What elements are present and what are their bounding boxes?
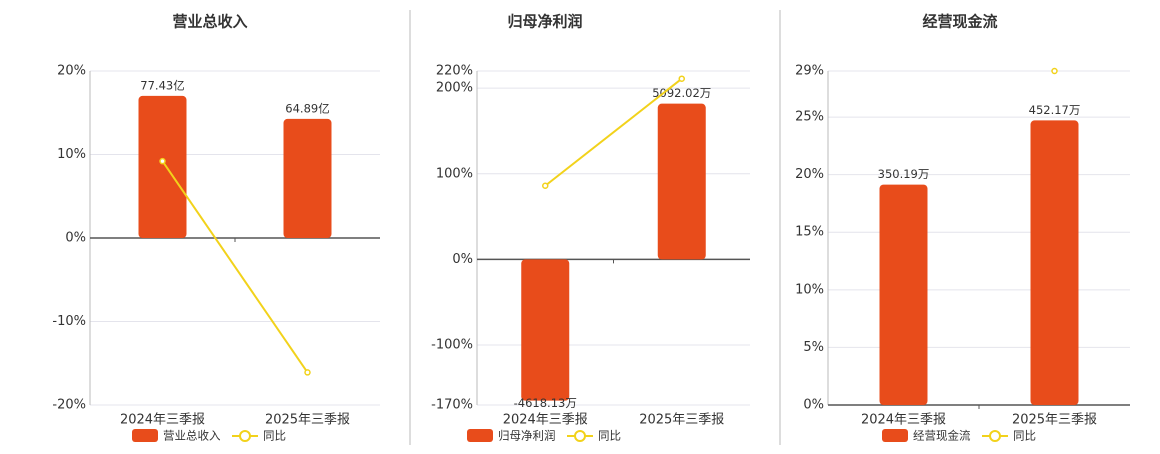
- bar: [879, 184, 928, 405]
- chart-title: 经营现金流: [922, 13, 997, 31]
- y-tick-label: 15%: [795, 225, 824, 240]
- x-tick-label: 2024年三季报: [120, 413, 205, 428]
- legend-swatch: [132, 429, 158, 442]
- data-label: 64.89亿: [285, 101, 329, 115]
- chart-title: 归母净利润: [507, 13, 582, 31]
- chart-title: 营业总收入: [172, 13, 247, 31]
- line-point: [304, 369, 311, 376]
- data-label: 350.19万: [878, 167, 930, 181]
- legend-label: 同比: [1013, 429, 1036, 443]
- y-tick-label: 200%: [436, 81, 473, 96]
- bar: [1030, 120, 1079, 406]
- legend-marker: [989, 430, 1001, 442]
- x-tick-label: 2025年三季报: [1012, 413, 1097, 428]
- bar: [521, 259, 570, 401]
- bar: [283, 118, 332, 238]
- x-tick-label: 2025年三季报: [265, 413, 350, 428]
- y-tick-label: 10%: [57, 147, 86, 162]
- y-tick-label: -100%: [431, 338, 473, 353]
- data-label: 77.43亿: [140, 78, 184, 92]
- y-tick-label: -10%: [52, 314, 86, 329]
- y-tick-label: -20%: [52, 398, 86, 413]
- y-tick-label: 0%: [65, 231, 86, 246]
- data-label: 5092.02万: [652, 86, 711, 100]
- data-label: 452.17万: [1029, 103, 1081, 117]
- x-tick-label: 2024年三季报: [503, 413, 588, 428]
- line-point: [159, 157, 166, 165]
- legend-label: 归母净利润: [498, 429, 556, 443]
- legend-marker: [239, 430, 251, 442]
- data-label: -4618.13万: [514, 396, 577, 410]
- legend-label: 营业总收入: [163, 429, 221, 443]
- y-tick-label: 220%: [436, 64, 473, 79]
- y-tick-label: 10%: [795, 282, 824, 297]
- y-tick-label: 20%: [57, 64, 86, 79]
- legend-label: 同比: [598, 429, 621, 443]
- y-tick-label: -170%: [431, 398, 473, 413]
- legend-swatch: [882, 429, 908, 442]
- yoy-line: [544, 77, 683, 187]
- y-tick-label: 0%: [803, 398, 824, 413]
- yoy-line: [161, 160, 309, 374]
- y-tick-label: 20%: [795, 167, 824, 182]
- y-tick-label: 25%: [795, 110, 824, 125]
- y-tick-label: 29%: [795, 64, 824, 79]
- y-tick-label: 100%: [436, 166, 473, 181]
- x-tick-label: 2025年三季报: [639, 413, 724, 428]
- legend-label: 经营现金流: [913, 429, 971, 443]
- bar: [657, 103, 706, 260]
- bar: [138, 95, 187, 238]
- legend-label: 同比: [263, 429, 286, 443]
- x-tick-label: 2024年三季报: [861, 413, 946, 428]
- y-tick-label: 0%: [452, 252, 473, 267]
- y-tick-label: 5%: [803, 340, 824, 355]
- line-point: [1051, 67, 1058, 75]
- line-point: [678, 75, 685, 82]
- legend-swatch: [467, 429, 493, 442]
- line-point: [542, 182, 549, 190]
- legend-marker: [574, 430, 586, 442]
